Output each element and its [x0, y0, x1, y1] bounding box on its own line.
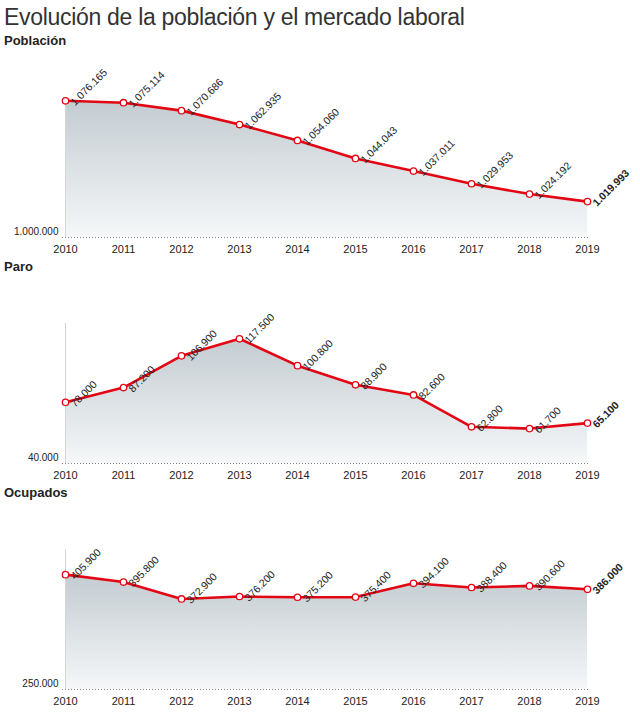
- svg-text:2011: 2011: [112, 695, 136, 707]
- svg-text:1.029.953: 1.029.953: [474, 149, 516, 191]
- svg-text:376.200: 376.200: [242, 568, 277, 603]
- html-text:Paro: Paro: [4, 259, 33, 274]
- svg-text:61.700: 61.700: [532, 404, 563, 435]
- svg-text:2015: 2015: [343, 695, 367, 707]
- svg-text:2014: 2014: [285, 469, 309, 481]
- svg-text:2018: 2018: [517, 695, 541, 707]
- svg-text:78.000: 78.000: [68, 378, 99, 409]
- svg-text:2014: 2014: [285, 243, 309, 255]
- svg-text:2011: 2011: [112, 469, 136, 481]
- svg-text:2013: 2013: [227, 469, 251, 481]
- svg-text:117.500: 117.500: [242, 311, 277, 346]
- svg-text:40.000: 40.000: [28, 452, 59, 463]
- svg-text:2010: 2010: [53, 243, 77, 255]
- svg-text:106.900: 106.900: [184, 327, 219, 362]
- html-text:Ocupados: Ocupados: [4, 485, 68, 500]
- svg-text:87.200: 87.200: [126, 363, 157, 394]
- html-text:Evolución de la población y el: Evolución de la población y el mercado l…: [4, 4, 465, 30]
- svg-text:1.070.686: 1.070.686: [184, 76, 226, 118]
- svg-text:100.800: 100.800: [300, 337, 335, 372]
- svg-text:1.054.060: 1.054.060: [300, 106, 342, 148]
- svg-text:2012: 2012: [169, 695, 193, 707]
- svg-text:2013: 2013: [227, 695, 251, 707]
- svg-text:250.000: 250.000: [22, 678, 59, 689]
- svg-text:2011: 2011: [112, 243, 136, 255]
- svg-text:2017: 2017: [459, 243, 483, 255]
- svg-text:1.075.114: 1.075.114: [126, 68, 167, 109]
- html-text:Población: Población: [4, 33, 67, 48]
- svg-text:88.900: 88.900: [358, 360, 389, 391]
- svg-text:2010: 2010: [53, 469, 77, 481]
- svg-text:375.200: 375.200: [300, 569, 335, 604]
- svg-text:62.800: 62.800: [474, 402, 505, 433]
- svg-text:2016: 2016: [401, 243, 425, 255]
- svg-text:2016: 2016: [401, 469, 425, 481]
- svg-text:2013: 2013: [227, 243, 251, 255]
- svg-text:2019: 2019: [575, 243, 599, 255]
- svg-text:2019: 2019: [575, 695, 599, 707]
- svg-text:1.044.043: 1.044.043: [358, 124, 400, 166]
- svg-text:372.900: 372.900: [184, 570, 219, 605]
- svg-text:2017: 2017: [459, 695, 483, 707]
- svg-text:2014: 2014: [285, 695, 309, 707]
- svg-text:395.800: 395.800: [126, 553, 161, 588]
- svg-text:1.076.165: 1.076.165: [68, 66, 110, 108]
- svg-text:2015: 2015: [343, 469, 367, 481]
- svg-text:2012: 2012: [169, 243, 193, 255]
- svg-text:65.100: 65.100: [590, 399, 621, 430]
- svg-text:394.100: 394.100: [416, 555, 451, 590]
- svg-text:390.600: 390.600: [532, 557, 567, 592]
- svg-text:2015: 2015: [343, 243, 367, 255]
- svg-text:2016: 2016: [401, 695, 425, 707]
- svg-text:1.062.935: 1.062.935: [242, 90, 284, 132]
- svg-text:1.024.192: 1.024.192: [532, 159, 574, 201]
- svg-text:1.037.011: 1.037.011: [416, 137, 457, 178]
- svg-text:388.400: 388.400: [474, 559, 509, 594]
- svg-text:2012: 2012: [169, 469, 193, 481]
- svg-text:1.000.000: 1.000.000: [14, 226, 59, 237]
- svg-text:2018: 2018: [517, 469, 541, 481]
- svg-text:2018: 2018: [517, 243, 541, 255]
- svg-text:1.019.993: 1.019.993: [590, 167, 632, 209]
- svg-text:2017: 2017: [459, 469, 483, 481]
- svg-text:386.000: 386.000: [590, 561, 625, 596]
- svg-text:405.900: 405.900: [68, 546, 103, 581]
- svg-text:2019: 2019: [575, 469, 599, 481]
- svg-text:2010: 2010: [53, 695, 77, 707]
- svg-text:375.400: 375.400: [358, 568, 393, 603]
- svg-text:82.600: 82.600: [416, 370, 447, 401]
